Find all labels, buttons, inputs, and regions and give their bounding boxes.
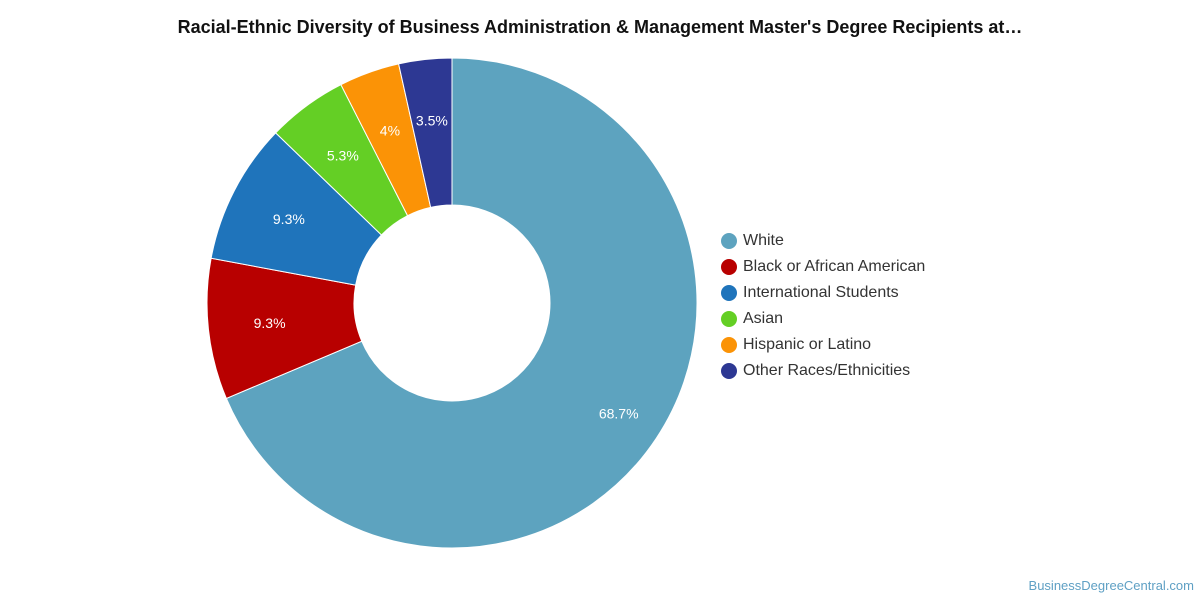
- legend-marker: [721, 285, 737, 301]
- legend-label: White: [743, 232, 784, 249]
- legend-marker: [721, 337, 737, 353]
- legend-marker: [721, 233, 737, 249]
- chart-title: Racial-Ethnic Diversity of Business Admi…: [177, 17, 1023, 37]
- legend-label: International Students: [743, 284, 899, 301]
- slice-value-label: 4%: [380, 122, 400, 138]
- legend-item[interactable]: Asian: [721, 306, 925, 332]
- legend-label: Black or African American: [743, 258, 926, 275]
- donut-slice-labels: 68.7% 9.3% 9.3% 5.3% 4% 3.5%: [254, 113, 639, 422]
- legend-marker: [721, 259, 737, 275]
- legend-item[interactable]: White: [721, 228, 925, 254]
- legend-item[interactable]: International Students: [721, 280, 925, 306]
- slice-value-label: 9.3%: [273, 211, 305, 227]
- slice-other-races-ethnicities[interactable]: [398, 57, 453, 208]
- slice-white[interactable]: [225, 57, 698, 549]
- source-credit: BusinessDegreeCentral.com: [1028, 578, 1194, 593]
- legend-marker: [721, 311, 737, 327]
- legend-label: Other Races/Ethnicities: [743, 362, 911, 379]
- legend-item[interactable]: Black or African American: [721, 254, 925, 280]
- legend-item[interactable]: Hispanic or Latino: [721, 332, 925, 358]
- chart-legend: White Black or African American Internatio…: [721, 228, 925, 384]
- legend-label: Hispanic or Latino: [743, 336, 872, 353]
- slice-value-label: 3.5%: [416, 113, 448, 129]
- slice-value-label: 9.3%: [254, 315, 286, 331]
- legend-label: Asian: [743, 310, 784, 327]
- slice-value-label: 5.3%: [327, 147, 359, 163]
- legend-item[interactable]: Other Races/Ethnicities: [721, 358, 925, 384]
- slice-value-label: 68.7%: [599, 405, 639, 421]
- donut-slices: [206, 57, 698, 549]
- legend-marker: [721, 363, 737, 379]
